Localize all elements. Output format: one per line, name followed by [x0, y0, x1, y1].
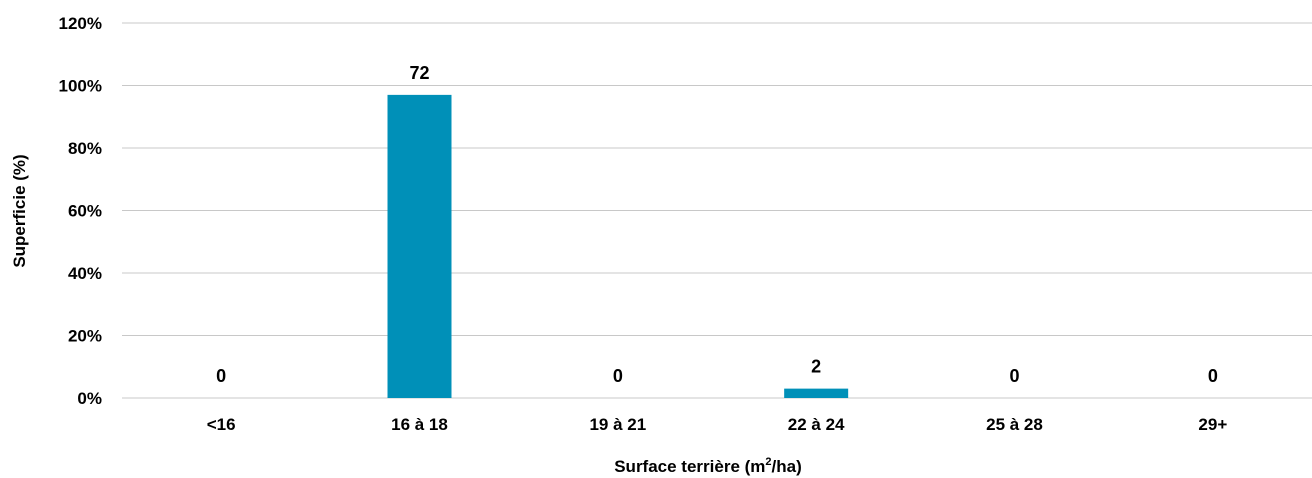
y-tick-label: 80% [68, 139, 102, 158]
bar [387, 94, 452, 398]
x-tick-label: 22 à 24 [788, 415, 845, 434]
x-tick-label: <16 [207, 415, 236, 434]
bars [387, 94, 849, 398]
y-axis-title: Superficie (%) [10, 154, 29, 267]
x-axis-ticks: <16 16 à 18 19 à 21 22 à 24 25 à 28 29+ [207, 415, 1228, 434]
x-axis-title: Surface terrière (m2/ha) [614, 456, 802, 476]
x-tick-label: 25 à 28 [986, 415, 1043, 434]
data-labels: 0 72 0 2 0 0 [216, 63, 1218, 386]
y-tick-label: 120% [59, 14, 102, 33]
y-tick-label: 40% [68, 264, 102, 283]
x-tick-label: 16 à 18 [391, 415, 448, 434]
x-tick-label: 19 à 21 [589, 415, 646, 434]
x-axis-title-superscript: 2 [765, 456, 771, 468]
y-tick-label: 0% [77, 389, 102, 408]
bar [784, 388, 849, 398]
x-tick-label: 29+ [1198, 415, 1227, 434]
data-label: 2 [811, 357, 821, 377]
y-tick-label: 60% [68, 202, 102, 221]
gridlines [122, 22, 1312, 399]
x-axis-title-main: Surface terrière (m [614, 457, 765, 476]
y-axis-ticks: 0% 20% 40% 60% 80% 100% 120% [59, 14, 102, 408]
data-label: 0 [216, 366, 226, 386]
data-label: 72 [409, 63, 429, 83]
y-tick-label: 20% [68, 327, 102, 346]
x-axis-title-end: /ha) [772, 457, 802, 476]
y-tick-label: 100% [59, 77, 102, 96]
data-label: 0 [613, 366, 623, 386]
data-label: 0 [1208, 366, 1218, 386]
data-label: 0 [1009, 366, 1019, 386]
